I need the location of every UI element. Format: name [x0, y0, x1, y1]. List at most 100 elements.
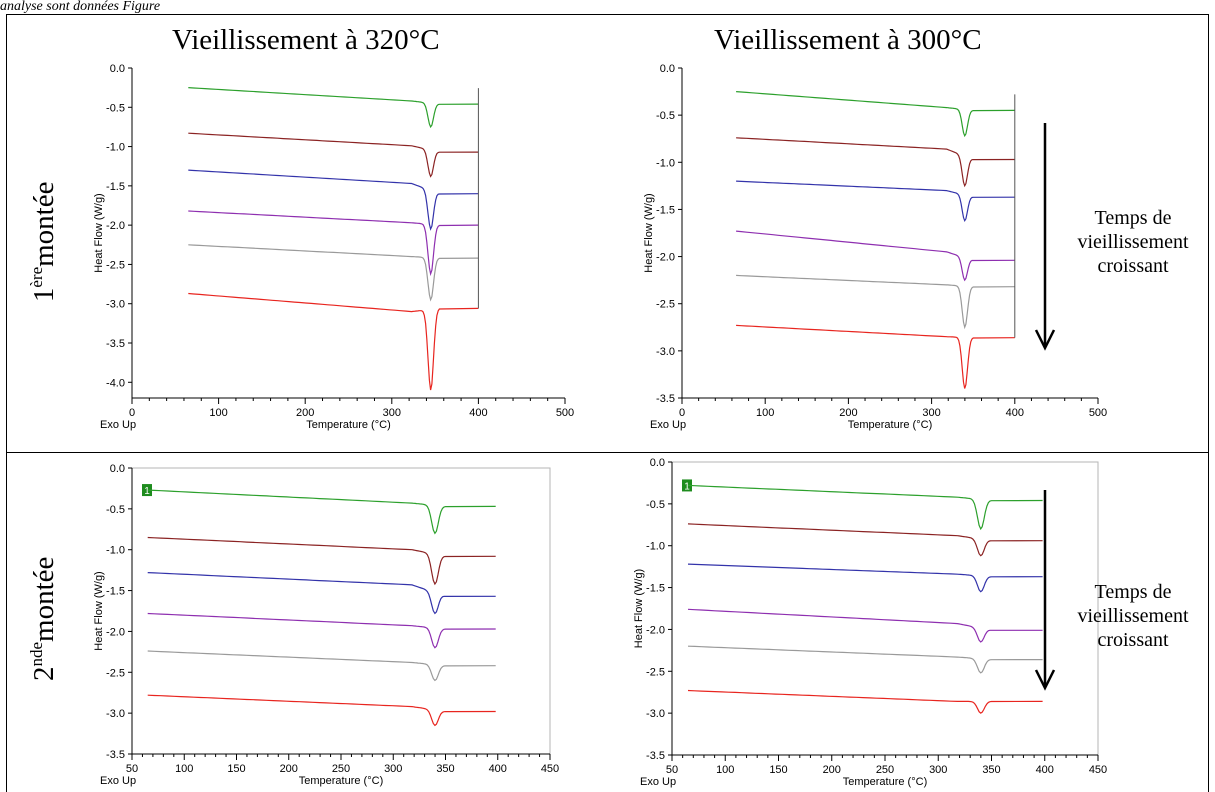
x-tick-label: 350: [982, 764, 1000, 776]
series-line-3: [736, 180, 1015, 223]
series-line-3: [687, 563, 1043, 593]
exo-up-label: Exo Up: [640, 776, 676, 788]
series-line-5: [687, 645, 1043, 674]
y-axis-title: Heat Flow (W/g): [643, 193, 655, 272]
y-axis-title: Heat Flow (W/g): [633, 569, 645, 648]
y-axis-title: Heat Flow (W/g): [93, 193, 105, 272]
y-tick-label: 0.0: [650, 457, 665, 469]
y-tick-label: -3.0: [106, 299, 125, 311]
y-tick-label: -3.0: [106, 708, 125, 720]
series-line-6: [687, 689, 1043, 714]
x-tick-label: 400: [489, 763, 507, 775]
y-tick-label: -2.5: [656, 299, 675, 311]
y-tick-label: -4.0: [106, 377, 125, 389]
series-line-2: [687, 523, 1043, 557]
x-tick-label: 400: [1006, 407, 1024, 419]
row-label-second: 2ndemontée: [27, 549, 61, 689]
series-line-2: [736, 137, 1015, 188]
x-tick-label: 400: [1036, 764, 1054, 776]
row-label-second-num: 2: [27, 666, 60, 682]
x-tick-label: 300: [922, 407, 940, 419]
x-tick-label: 150: [227, 763, 245, 775]
y-tick-label: -1.5: [646, 583, 665, 595]
x-tick-label: 100: [756, 407, 774, 419]
exo-up-label: Exo Up: [100, 419, 136, 431]
y-tick-label: -2.0: [106, 220, 125, 232]
series-line-1: [188, 87, 479, 129]
series-line-4: [147, 612, 496, 649]
row-label-first-sup: ère: [27, 266, 47, 288]
y-tick-label: -1.0: [106, 545, 125, 557]
series-marker-label: 1: [684, 481, 690, 492]
x-tick-label: 250: [332, 763, 350, 775]
y-tick-label: -0.5: [646, 499, 665, 511]
x-tick-label: 350: [436, 763, 454, 775]
x-tick-label: 200: [280, 763, 298, 775]
aging-note-bottom-line3: croissant: [1097, 629, 1169, 651]
aging-note-top-line3: croissant: [1097, 255, 1169, 277]
x-tick-label: 100: [716, 764, 734, 776]
x-tick-label: 450: [541, 763, 559, 775]
x-axis-title: Temperature (°C): [306, 419, 390, 431]
row-label-first-num: 1: [27, 287, 60, 303]
x-tick-label: 50: [126, 763, 138, 775]
x-tick-label: 300: [384, 763, 402, 775]
y-tick-label: -2.5: [106, 259, 125, 271]
series-line-6: [736, 324, 1015, 389]
exo-up-label: Exo Up: [650, 419, 686, 431]
series-line-1: [147, 489, 496, 535]
series-line-5: [188, 244, 479, 302]
series-line-6: [188, 292, 479, 391]
y-tick-label: -2.5: [646, 666, 665, 678]
y-tick-label: -2.0: [646, 624, 665, 636]
aging-note-bottom: Temps de vieillissement croissant: [1068, 580, 1198, 652]
series-line-6: [147, 694, 496, 727]
x-tick-label: 0: [129, 407, 135, 419]
series-line-3: [147, 572, 496, 615]
aging-note-bottom-line2: vieillissement: [1077, 605, 1189, 627]
series-marker-badge: [682, 479, 692, 492]
series-line-1: [687, 484, 1043, 531]
series-line-4: [188, 210, 479, 277]
y-tick-label: -3.5: [106, 749, 125, 761]
y-tick-label: -2.0: [106, 626, 125, 638]
y-tick-label: -1.5: [106, 181, 125, 193]
arrow-aging-bottom: [1034, 490, 1056, 691]
x-tick-label: 50: [666, 764, 678, 776]
y-tick-label: -3.5: [106, 338, 125, 350]
y-axis-title: Heat Flow (W/g): [93, 571, 105, 650]
row-divider: [6, 452, 1209, 453]
x-tick-label: 200: [296, 407, 314, 419]
series-line-3: [188, 169, 479, 231]
y-tick-label: -1.0: [646, 541, 665, 553]
x-tick-label: 500: [1089, 407, 1107, 419]
y-tick-label: -1.5: [656, 204, 675, 216]
chart-320-first-heating: 0.0 -0.5 -1.0 -1.5 -2.0 -2.5 -3.0 -3.5 -4.0 0 100 2…: [93, 63, 574, 431]
y-tick-label: 0.0: [660, 63, 675, 75]
series-line-5: [736, 274, 1015, 330]
x-tick-label: 250: [876, 764, 894, 776]
x-axis-title: Temperature (°C): [299, 775, 383, 787]
y-tick-label: -3.0: [656, 346, 675, 358]
series-line-2: [147, 536, 496, 586]
x-tick-label: 300: [929, 764, 947, 776]
chart-300-first-heating: 0.0 -0.5 -1.0 -1.5 -2.0 -2.5 -3.0 -3.5 0 100 200 30…: [643, 63, 1107, 431]
x-axis-title: Temperature (°C): [843, 776, 927, 788]
x-tick-label: 100: [175, 763, 193, 775]
series-line-2: [188, 132, 479, 178]
x-tick-label: 400: [469, 407, 487, 419]
y-tick-label: -0.5: [106, 504, 125, 516]
row-label-first-word: montée: [27, 181, 60, 267]
x-tick-label: 450: [1089, 764, 1107, 776]
series-marker-badge: [142, 484, 152, 497]
x-tick-label: 200: [839, 407, 857, 419]
column-title-320: Vieillissement à 320°C: [172, 24, 440, 56]
series-line-1: [736, 91, 1015, 138]
x-tick-label: 500: [556, 407, 574, 419]
y-tick-label: 0.0: [110, 63, 125, 75]
chart-300-second-heating: 0.0 -0.5 -1.0 -1.5 -2.0 -2.5 -3.0 -3.550 100 150 2…: [633, 457, 1107, 788]
y-tick-label: -0.5: [106, 102, 125, 114]
series-line-5: [147, 650, 496, 682]
row-label-second-word: montée: [27, 556, 60, 642]
y-tick-label: -1.0: [106, 142, 125, 154]
